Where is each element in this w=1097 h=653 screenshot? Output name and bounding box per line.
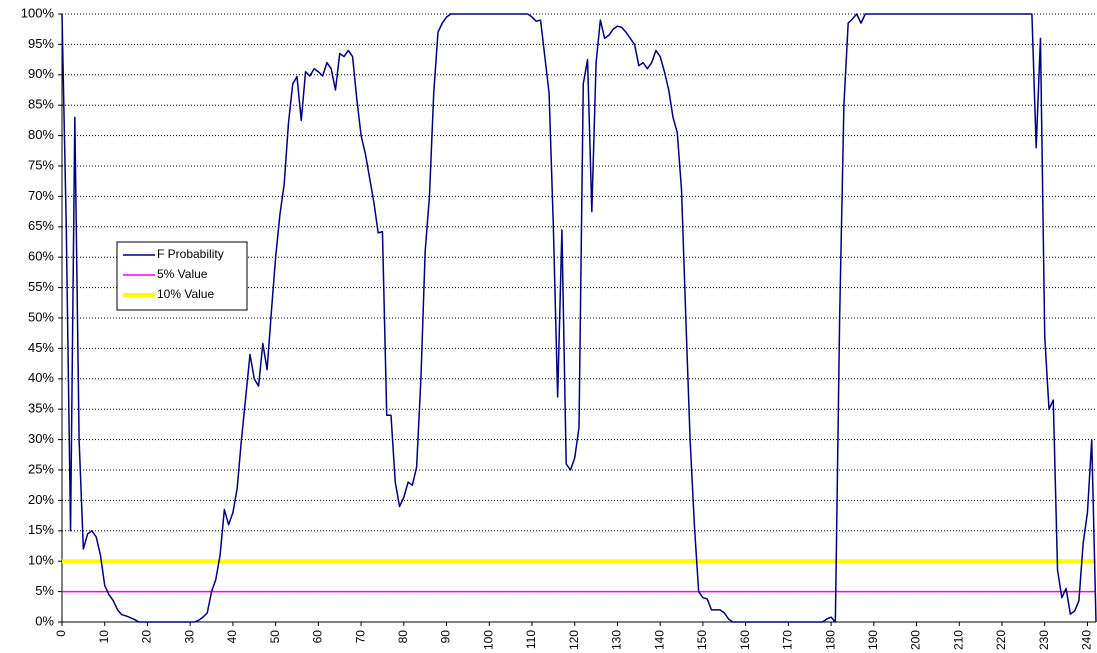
series-line <box>61 13 1097 623</box>
x-tick-label: 160 <box>738 630 752 650</box>
y-tick-label: 20% <box>28 492 54 507</box>
y-tick-label: 65% <box>28 218 54 233</box>
x-tick-label: 190 <box>866 630 880 650</box>
y-tick-label: 25% <box>28 461 54 476</box>
x-tick-label: 10 <box>97 630 111 644</box>
x-tick-label: 100 <box>481 630 495 650</box>
x-tick-label: 210 <box>951 630 965 650</box>
x-tick-label: 90 <box>439 630 453 644</box>
x-tick-label: 110 <box>524 630 538 649</box>
y-tick-label: 35% <box>28 401 54 416</box>
x-tick-label: 70 <box>353 630 367 644</box>
x-tick-label: 180 <box>823 630 837 650</box>
y-tick-label: 85% <box>28 97 54 112</box>
y-tick-label: 80% <box>28 127 54 142</box>
y-tick-label: 10% <box>28 553 54 568</box>
x-tick-label: 40 <box>225 630 239 644</box>
x-tick-label: 150 <box>695 630 709 650</box>
y-tick-label: 50% <box>28 309 54 324</box>
y-tick-label: 100% <box>21 5 55 20</box>
y-tick-label: 30% <box>28 431 54 446</box>
x-tick-label: 120 <box>567 630 581 650</box>
x-tick-label: 170 <box>781 630 795 650</box>
y-tick-label: 40% <box>28 370 54 385</box>
y-tick-label: 60% <box>28 249 54 264</box>
x-tick-label: 60 <box>311 630 325 644</box>
x-tick-label: 240 <box>1080 630 1094 650</box>
y-tick-label: 0% <box>35 613 54 628</box>
legend-label: 10% Value <box>157 287 214 301</box>
x-tick-label: 230 <box>1037 630 1051 650</box>
legend-label: F Probability <box>157 247 224 261</box>
y-tick-label: 5% <box>35 583 54 598</box>
x-tick-label: 200 <box>909 630 923 650</box>
y-tick-label: 55% <box>28 279 54 294</box>
legend-box <box>116 241 248 311</box>
x-tick-label: 50 <box>268 630 282 644</box>
y-tick-label: 75% <box>28 157 54 172</box>
x-tick-label: 20 <box>140 630 154 644</box>
x-tick-label: 80 <box>396 630 410 644</box>
x-tick-label: 130 <box>610 630 624 650</box>
y-tick-label: 70% <box>28 188 54 203</box>
x-tick-label: 140 <box>652 630 666 650</box>
x-tick-label: 30 <box>182 630 196 644</box>
y-tick-label: 45% <box>28 340 54 355</box>
y-tick-label: 95% <box>28 36 54 51</box>
legend-label: 5% Value <box>157 267 208 281</box>
y-tick-label: 90% <box>28 66 54 81</box>
x-tick-label: 0 <box>54 630 68 637</box>
x-tick-label: 220 <box>994 630 1008 650</box>
y-tick-label: 15% <box>28 522 54 537</box>
